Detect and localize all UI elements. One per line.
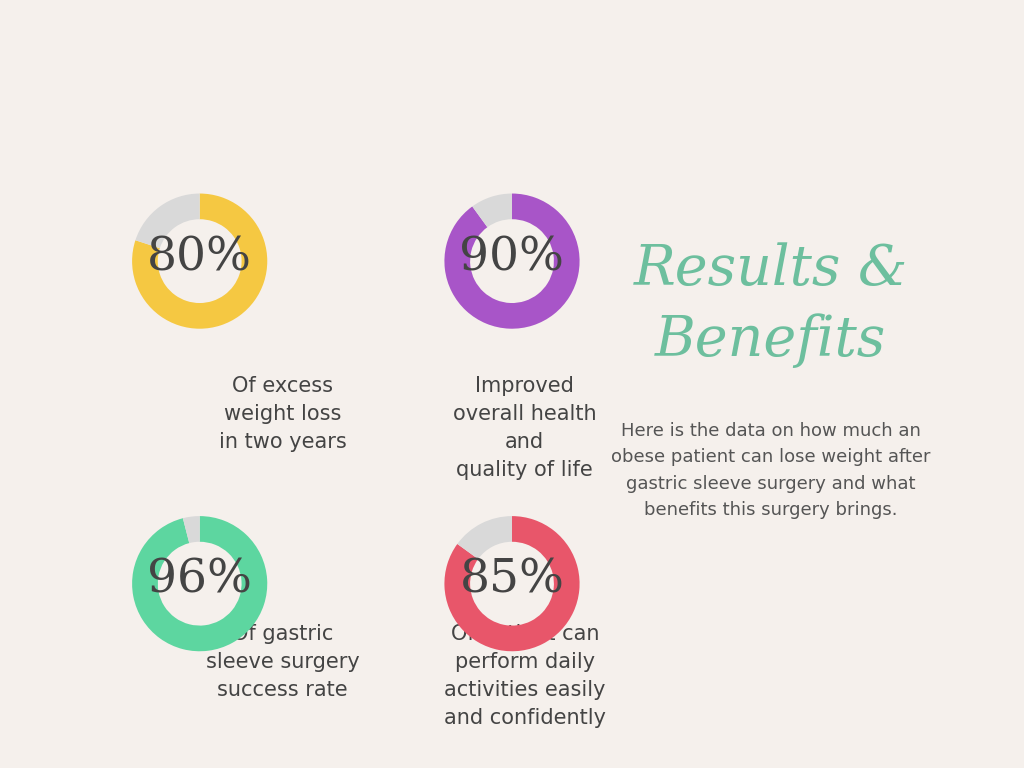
- Wedge shape: [444, 516, 580, 651]
- Wedge shape: [132, 516, 267, 651]
- Wedge shape: [132, 194, 267, 329]
- Text: Of patient can
perform daily
activities easily
and confidently: Of patient can perform daily activities …: [443, 624, 606, 728]
- Wedge shape: [458, 516, 512, 559]
- Text: Results &: Results &: [634, 242, 908, 297]
- Wedge shape: [472, 194, 512, 227]
- Text: 85%: 85%: [460, 558, 564, 603]
- Wedge shape: [135, 194, 200, 248]
- Wedge shape: [444, 194, 580, 329]
- Text: Benefits: Benefits: [655, 313, 887, 368]
- Text: 90%: 90%: [460, 235, 564, 280]
- Text: Improved
overall health
and
quality of life: Improved overall health and quality of l…: [453, 376, 597, 480]
- Text: Of gastric
sleeve surgery
success rate: Of gastric sleeve surgery success rate: [206, 624, 359, 700]
- Text: 80%: 80%: [147, 235, 252, 280]
- Text: Here is the data on how much an
obese patient can lose weight after
gastric slee: Here is the data on how much an obese pa…: [611, 422, 931, 519]
- Text: 96%: 96%: [147, 558, 252, 603]
- Text: Of excess
weight loss
in two years: Of excess weight loss in two years: [219, 376, 347, 452]
- Wedge shape: [183, 516, 200, 543]
